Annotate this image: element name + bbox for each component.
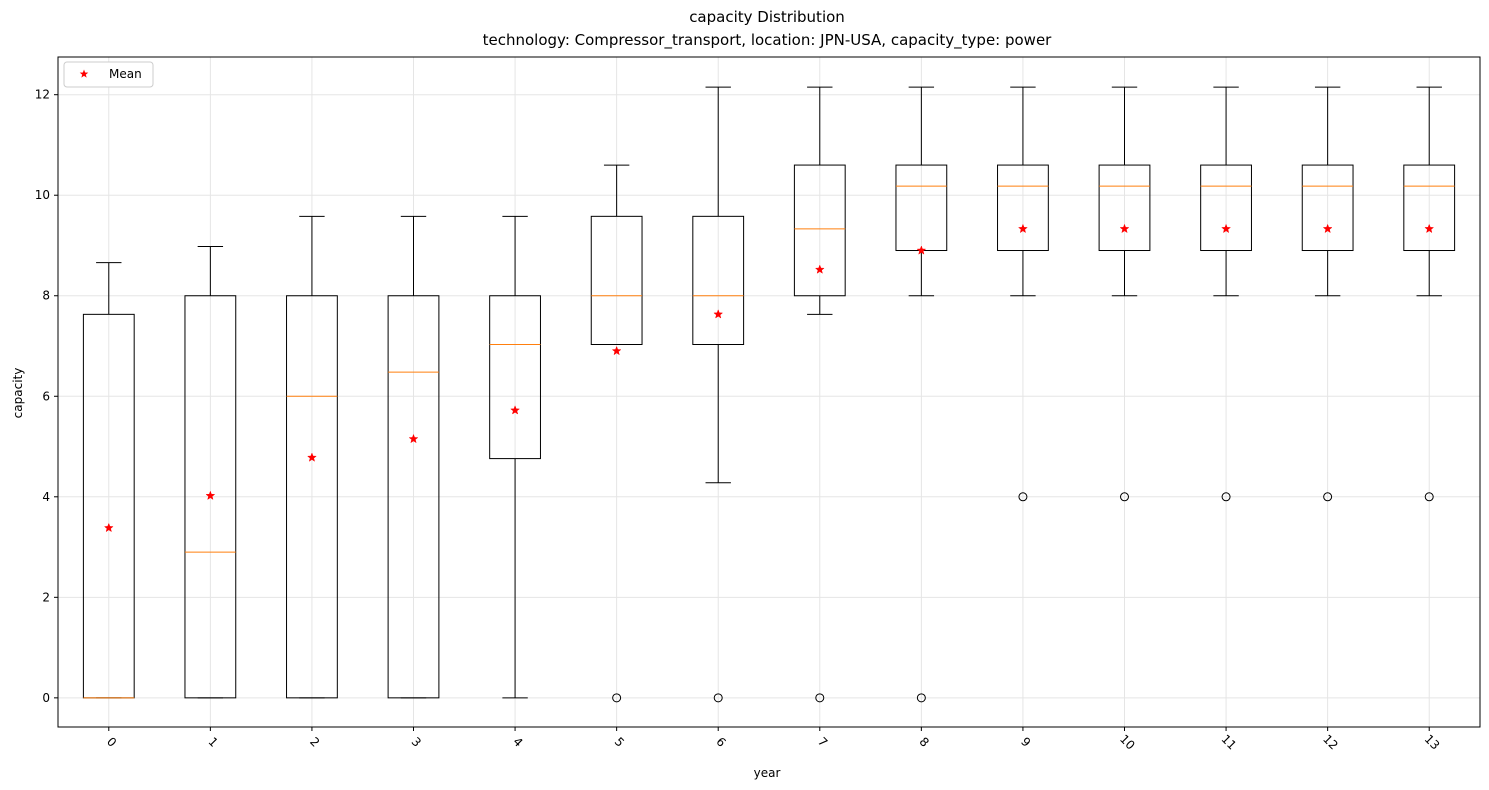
y-tick-label: 10 xyxy=(35,188,50,202)
box-year-13 xyxy=(1403,86,1456,502)
mean-marker xyxy=(916,245,927,255)
x-tick-label: 12 xyxy=(1320,732,1341,753)
iqr-box xyxy=(692,215,745,346)
outlier-point xyxy=(713,693,723,703)
x-tick-label: 4 xyxy=(510,735,525,750)
grid-lines xyxy=(58,57,1480,727)
iqr-box xyxy=(997,164,1049,252)
box-year-9 xyxy=(997,86,1049,502)
outlier-point xyxy=(815,693,825,703)
chart-title: capacity Distribution xyxy=(689,8,845,26)
y-axis-label: capacity xyxy=(11,368,25,419)
x-tick-label: 11 xyxy=(1219,732,1240,753)
box-year-7 xyxy=(793,86,846,703)
mean-marker xyxy=(1119,223,1130,234)
box-plot-marks xyxy=(82,86,1456,703)
box-year-5 xyxy=(590,164,643,703)
x-tick-label: 2 xyxy=(307,735,322,750)
y-tick-label: 12 xyxy=(35,88,50,102)
y-tick-label: 4 xyxy=(42,490,50,504)
mean-marker xyxy=(1424,223,1435,234)
box-year-4 xyxy=(489,215,541,699)
legend-label-mean: Mean xyxy=(109,67,142,81)
mean-marker xyxy=(205,490,216,501)
mean-marker xyxy=(408,433,419,444)
mean-marker xyxy=(1322,223,1333,234)
outlier-point xyxy=(1221,492,1231,502)
mean-marker xyxy=(713,309,724,319)
box-year-8 xyxy=(895,86,948,703)
mean-marker xyxy=(814,264,825,274)
mean-marker xyxy=(1221,223,1232,234)
iqr-box xyxy=(184,295,237,699)
mean-marker xyxy=(103,522,114,533)
legend: Mean xyxy=(63,61,154,88)
mean-marker xyxy=(1017,223,1028,234)
plot-area-frame xyxy=(57,56,1481,728)
iqr-box xyxy=(793,164,846,297)
y-tick-label: 0 xyxy=(42,691,50,705)
x-tick-label: 10 xyxy=(1117,732,1138,753)
x-tick-label: 0 xyxy=(104,735,119,750)
outlier-point xyxy=(612,693,622,703)
x-tick-label: 5 xyxy=(612,735,627,750)
iqr-box xyxy=(387,295,440,699)
box-year-2 xyxy=(286,215,338,699)
x-tick-label: 1 xyxy=(206,735,221,750)
box-year-3 xyxy=(387,215,440,699)
outlier-point xyxy=(1018,492,1028,502)
box-year-10 xyxy=(1098,86,1151,502)
x-tick-label: 3 xyxy=(409,735,424,750)
mean-marker xyxy=(510,405,521,415)
outlier-point xyxy=(1323,492,1333,502)
box-year-12 xyxy=(1301,86,1354,502)
box-year-6 xyxy=(692,86,745,703)
x-tick-label: 8 xyxy=(917,735,932,750)
legend-mean-marker xyxy=(79,69,89,78)
x-tick-label: 9 xyxy=(1018,735,1033,750)
box-year-0 xyxy=(82,262,135,699)
x-tick-label: 7 xyxy=(815,735,830,750)
y-tick-label: 2 xyxy=(42,590,50,604)
iqr-box xyxy=(1200,164,1252,252)
y-tick-label: 8 xyxy=(42,289,50,303)
mean-marker xyxy=(611,345,622,356)
x-tick-label: 6 xyxy=(713,735,728,750)
chart-subtitle: technology: Compressor_transport, locati… xyxy=(483,31,1053,50)
y-tick-label: 6 xyxy=(42,389,50,403)
iqr-box xyxy=(1403,164,1456,252)
x-axis-label: year xyxy=(754,766,781,780)
outlier-point xyxy=(1424,492,1434,502)
box-year-1 xyxy=(184,245,237,699)
iqr-box xyxy=(1098,164,1151,252)
x-tick-label: 13 xyxy=(1422,732,1443,753)
iqr-box xyxy=(489,295,541,460)
box-year-11 xyxy=(1200,86,1252,502)
outlier-point xyxy=(1120,492,1129,502)
iqr-box xyxy=(590,215,643,346)
outlier-point xyxy=(916,693,926,703)
legend-box xyxy=(63,61,154,88)
mean-marker xyxy=(306,452,317,462)
iqr-box xyxy=(286,295,338,699)
iqr-box xyxy=(1301,164,1354,252)
